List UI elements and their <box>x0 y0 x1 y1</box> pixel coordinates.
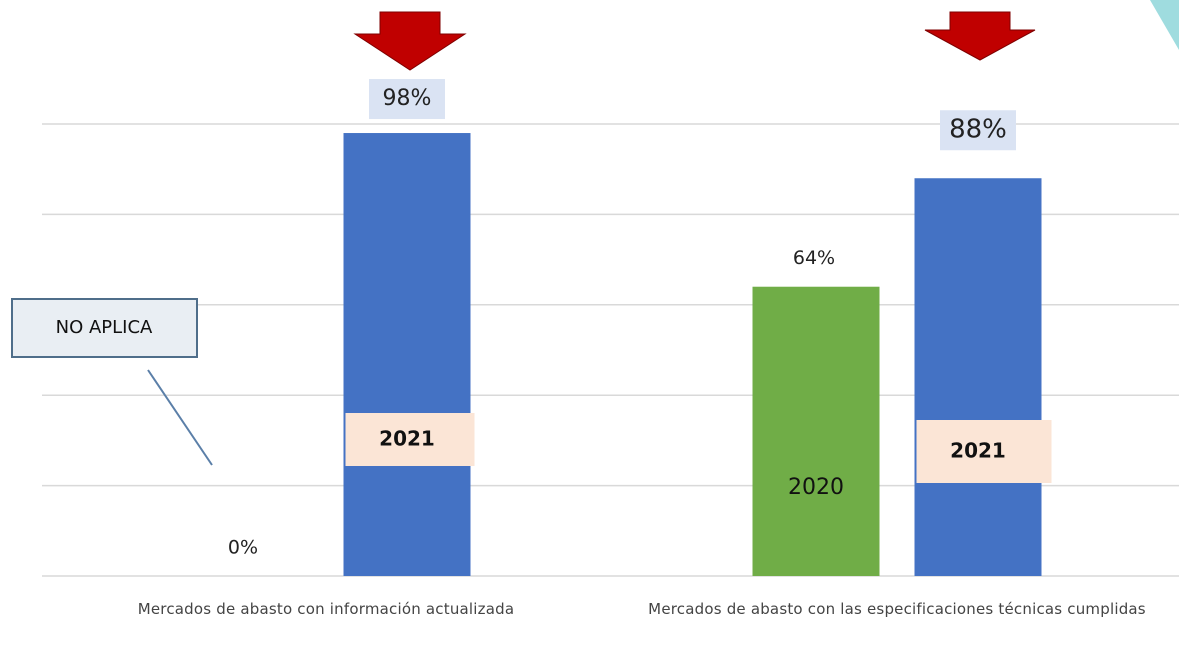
series-label: 2021 <box>950 439 1006 463</box>
annotation: NO APLICA <box>56 317 153 338</box>
bar <box>914 178 1042 577</box>
value-label-box <box>369 79 445 120</box>
value-label: 0% <box>228 537 258 559</box>
arrow <box>924 11 1036 61</box>
x-tick-label: Mercados de abasto con las especificacio… <box>648 600 1146 618</box>
annotation-box <box>11 298 198 358</box>
series-label-box <box>345 413 475 466</box>
arrow <box>353 11 467 71</box>
value-label-box <box>940 110 1016 151</box>
series-label-box <box>916 420 1052 483</box>
series-label: 2020 <box>788 475 844 500</box>
value-label: 88% <box>949 115 1007 145</box>
corner-decoration <box>1150 0 1179 50</box>
value-label: 64% <box>793 247 835 269</box>
bar <box>752 286 880 576</box>
series-label: 2021 <box>379 427 435 451</box>
annotation-line <box>147 369 213 466</box>
bar <box>343 133 471 577</box>
x-tick-label: Mercados de abasto con información actua… <box>137 600 515 618</box>
value-label: 98% <box>383 86 432 111</box>
